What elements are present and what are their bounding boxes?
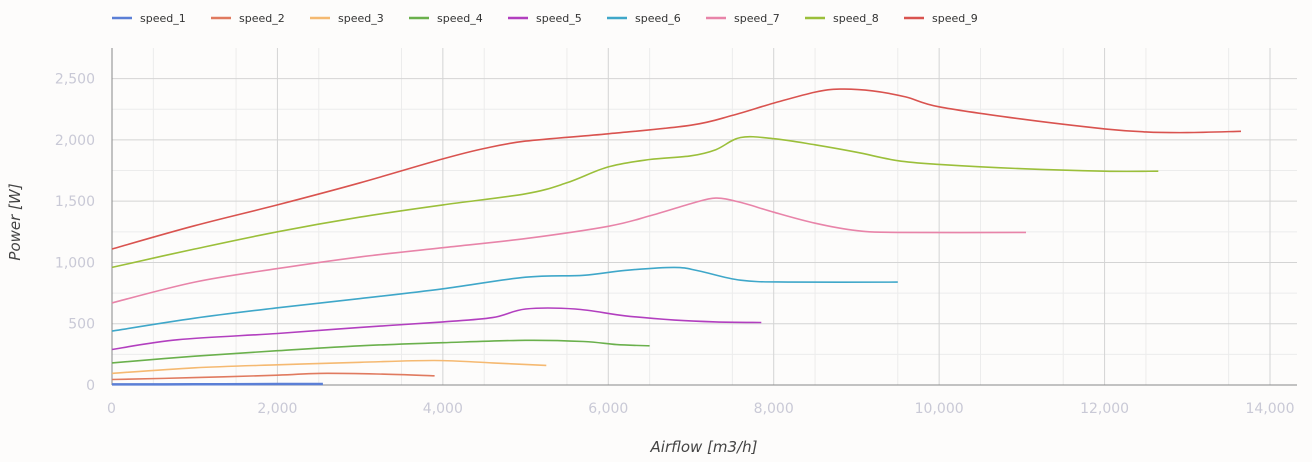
series-line-speed_2 — [111, 372, 435, 381]
y-tick-label: 2,500 — [55, 72, 95, 88]
x-axis-title: Airflow [m3/h] — [650, 438, 758, 456]
axes: 0 2,000 4,000 6,000 8,000 10,000 12,000 14,000 0… — [55, 48, 1297, 417]
x-tick-label: 4,000 — [423, 401, 463, 417]
series-lines — [111, 88, 1242, 386]
legend-label: speed_1 — [140, 12, 186, 25]
y-axis-title: Power [W] — [6, 183, 24, 260]
legend-label: speed_2 — [239, 12, 285, 25]
series-line-speed_6 — [111, 266, 898, 332]
series-line-speed_5 — [111, 307, 762, 351]
series-line-speed_4 — [111, 339, 650, 364]
legend-label: speed_8 — [833, 12, 879, 25]
legend-label: speed_4 — [437, 12, 483, 25]
x-tick-label: 6,000 — [588, 401, 628, 417]
y-tick-label: 1,000 — [55, 255, 95, 271]
y-tick-label: 1,500 — [55, 194, 95, 210]
x-tick-label: 2,000 — [257, 401, 297, 417]
legend-label: speed_7 — [734, 12, 780, 25]
grid — [111, 48, 1297, 385]
x-tick-label: 10,000 — [915, 401, 964, 417]
legend-label: speed_5 — [536, 12, 582, 25]
legend-label: speed_6 — [635, 12, 681, 25]
x-tick-label: 0 — [107, 401, 116, 417]
series-line-speed_3 — [111, 359, 547, 375]
legend-label: speed_3 — [338, 12, 384, 25]
legend-label: speed_9 — [932, 12, 978, 25]
y-tick-label: 0 — [86, 378, 95, 394]
series-line-speed_9 — [111, 88, 1242, 250]
x-tick-label: 14,000 — [1246, 401, 1295, 417]
y-tick-label: 2,000 — [55, 133, 95, 149]
series-line-speed_8 — [111, 135, 1159, 269]
x-tick-label: 8,000 — [754, 401, 794, 417]
y-tick-label: 500 — [68, 317, 95, 333]
legend: speed_1 speed_2 speed_3 speed_4 speed_5 speed… — [112, 12, 978, 25]
series-line-speed_7 — [111, 197, 1027, 304]
x-tick-label: 12,000 — [1080, 401, 1129, 417]
